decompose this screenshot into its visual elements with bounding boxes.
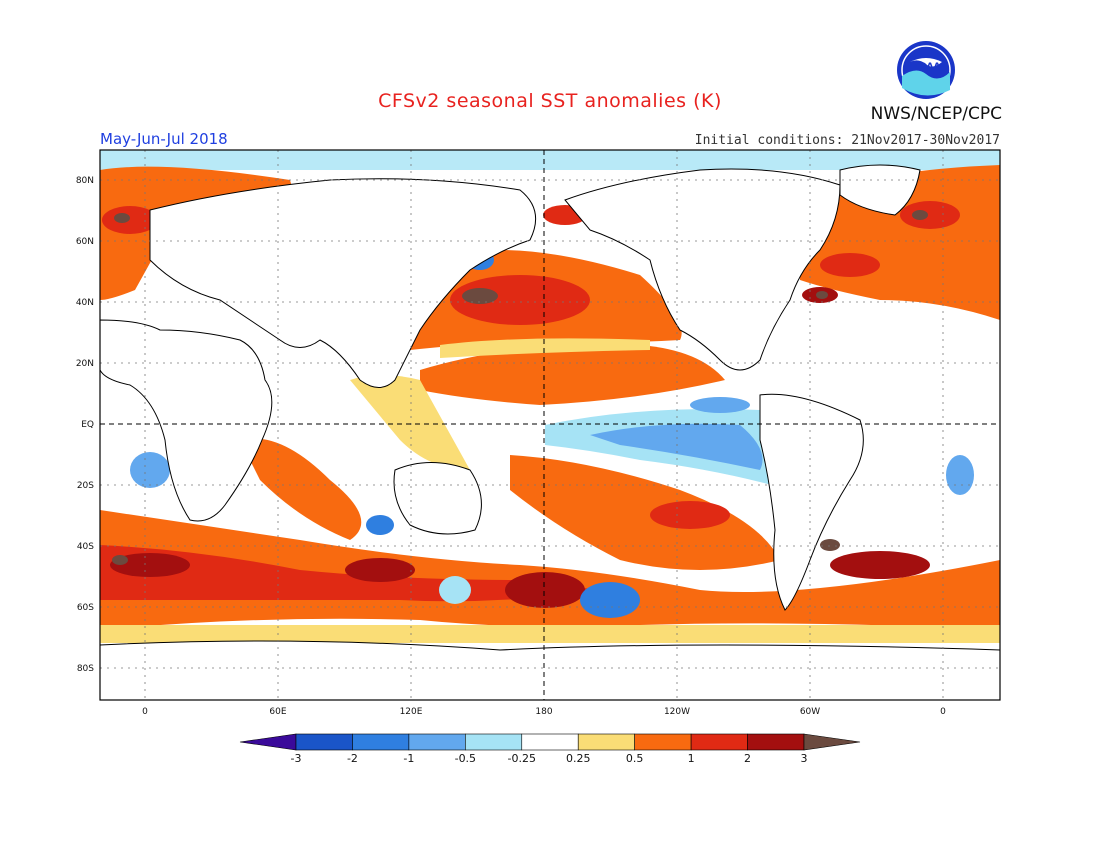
- colorbar-box: [634, 733, 692, 751]
- colorbar-tick-label: -1: [403, 752, 414, 765]
- lat-label: 20N: [76, 359, 94, 369]
- colorbar-tick-label: -0.25: [508, 752, 536, 765]
- agency-label: NWS/NCEP/CPC: [870, 104, 1002, 124]
- colorbar-box: [747, 733, 805, 751]
- colorbar-tick-label: 2: [744, 752, 751, 765]
- lat-label: 40N: [76, 298, 94, 308]
- colorbar-box: [690, 733, 748, 751]
- colorbar-tick-label: 3: [801, 752, 808, 765]
- colorbar-upper-extend: [803, 733, 861, 751]
- colorbar-tick-label: -3: [291, 752, 302, 765]
- lon-label: 120E: [400, 707, 423, 717]
- colorbar-box: [408, 733, 466, 751]
- colorbar-tick-label: 0.5: [626, 752, 644, 765]
- lat-label: 60S: [77, 603, 94, 613]
- lat-label: 80S: [77, 664, 94, 674]
- lon-label: 120W: [664, 707, 690, 717]
- colorbar: -3 -2 -1 -0.5 -0.25 0.25 0.5 1 2 3: [239, 733, 861, 765]
- latitude-labels: 80N 60N 40N 20N EQ 20S 40S 60S 80S: [76, 176, 94, 674]
- lat-label: 80N: [76, 176, 94, 186]
- colorbar-box: [352, 733, 410, 751]
- colorbar-box: [465, 733, 523, 751]
- lat-label: 20S: [77, 481, 94, 491]
- colorbar-tick-label: 0.25: [566, 752, 591, 765]
- forecast-period: May-Jun-Jul 2018: [100, 130, 228, 148]
- svg-text:NOAA: NOAA: [912, 62, 941, 72]
- lon-label: 0: [940, 707, 946, 717]
- colorbar-lower-extend: [239, 733, 297, 751]
- land-masses: [100, 164, 1000, 700]
- lon-label: 0: [142, 707, 148, 717]
- map-title: CFSv2 seasonal SST anomalies (K): [378, 90, 722, 112]
- colorbar-box: [521, 733, 579, 751]
- colorbar-tick-label: -0.5: [455, 752, 476, 765]
- anomaly-field: [100, 150, 1000, 700]
- graticule: [100, 150, 1000, 700]
- noaa-logo-icon: NOAA: [897, 41, 955, 99]
- colorbar-tick-label: -2: [347, 752, 358, 765]
- lat-label: EQ: [81, 420, 94, 430]
- lat-label: 60N: [76, 237, 94, 247]
- colorbar-tick-label: 1: [688, 752, 695, 765]
- longitude-labels: 0 60E 120E 180 120W 60W 0: [142, 707, 946, 717]
- lon-label: 60E: [269, 707, 286, 717]
- initial-conditions: Initial conditions: 21Nov2017-30Nov2017: [694, 133, 1000, 148]
- lat-label: 40S: [77, 542, 94, 552]
- lon-label: 180: [535, 707, 552, 717]
- lon-label: 60W: [800, 707, 820, 717]
- colorbar-box: [577, 733, 635, 751]
- colorbar-box: [295, 733, 353, 751]
